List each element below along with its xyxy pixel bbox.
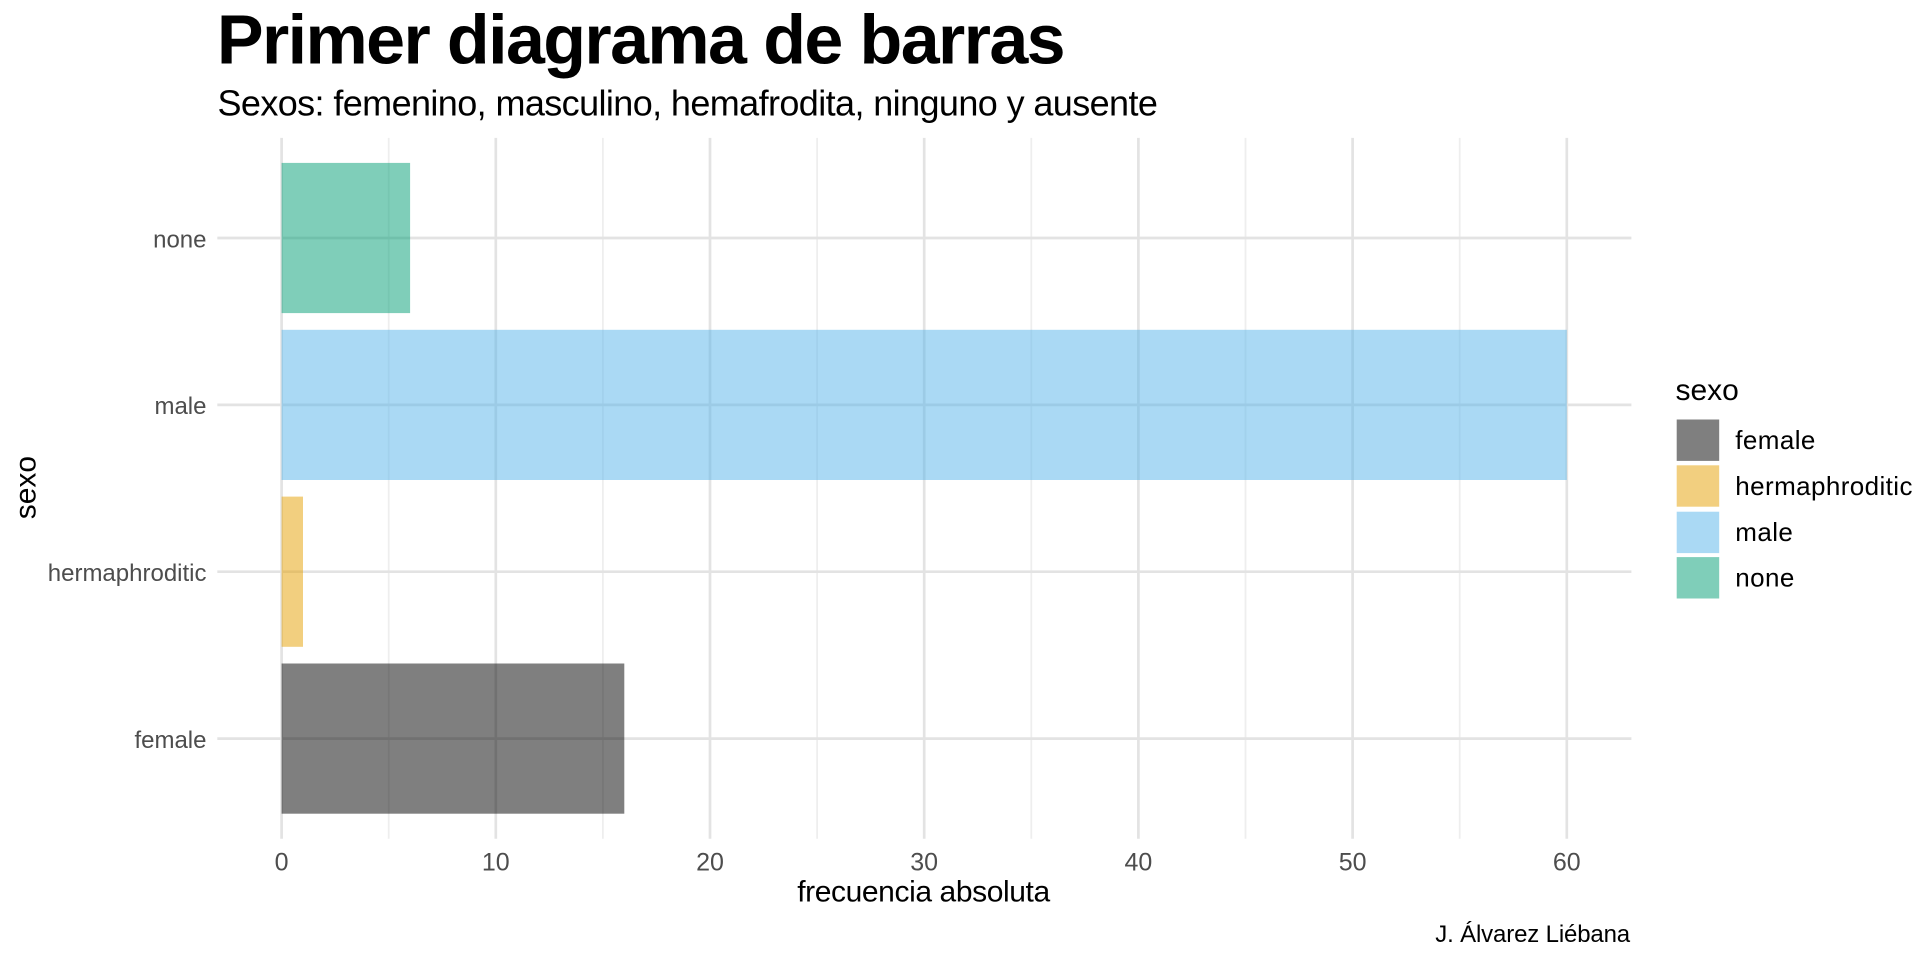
svg-text:female: female [134, 727, 206, 754]
svg-text:male: male [154, 393, 206, 420]
svg-text:20: 20 [696, 849, 724, 877]
svg-text:0: 0 [275, 849, 289, 877]
svg-text:none: none [153, 226, 206, 253]
svg-text:J. Álvarez Liébana: J. Álvarez Liébana [1435, 921, 1631, 948]
svg-text:50: 50 [1339, 849, 1367, 877]
svg-text:Primer diagrama de barras: Primer diagrama de barras [217, 0, 1064, 78]
svg-text:male: male [1735, 517, 1793, 547]
svg-text:40: 40 [1124, 849, 1152, 877]
svg-text:sexo: sexo [10, 456, 43, 519]
svg-text:sexo: sexo [1676, 374, 1739, 407]
svg-text:frecuencia absoluta: frecuencia absoluta [797, 876, 1050, 909]
svg-text:hermaphroditic: hermaphroditic [48, 560, 207, 587]
svg-text:30: 30 [910, 849, 938, 877]
svg-text:60: 60 [1553, 849, 1581, 877]
svg-text:10: 10 [482, 849, 510, 877]
svg-text:none: none [1735, 563, 1794, 593]
svg-text:Sexos: femenino, masculino, he: Sexos: femenino, masculino, hemafrodita,… [218, 82, 1158, 123]
svg-text:female: female [1735, 425, 1815, 455]
svg-text:hermaphroditic: hermaphroditic [1735, 471, 1913, 501]
